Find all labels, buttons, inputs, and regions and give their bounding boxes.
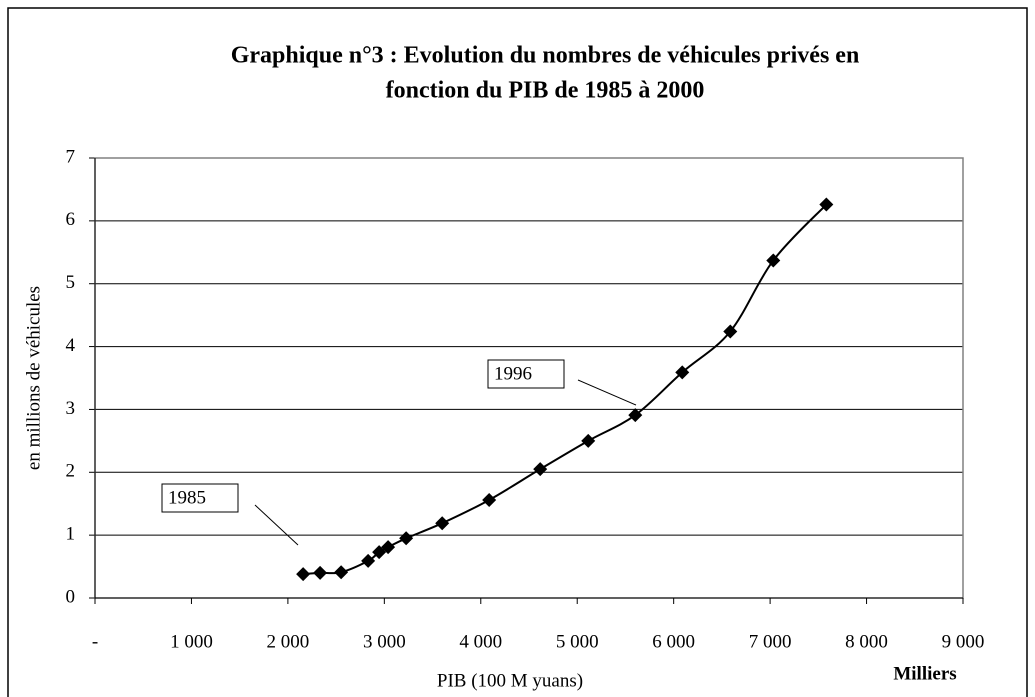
annotation-box	[161, 483, 239, 513]
y-axis-label: en millions de véhicules	[23, 286, 44, 470]
series-line	[303, 203, 828, 576]
y-tick-label: 0	[66, 586, 76, 607]
y-tick-label: 3	[66, 398, 76, 419]
x-tick-label: 5 000	[556, 631, 599, 652]
x-tick-label: 7 000	[749, 631, 792, 652]
point	[723, 324, 738, 339]
x-tick-label: 8 000	[845, 631, 888, 652]
point	[819, 197, 834, 212]
point	[482, 492, 497, 507]
annotation: 1996	[494, 363, 532, 384]
annotation-box	[487, 359, 565, 389]
x-tick-label: 4 000	[459, 631, 502, 652]
point	[334, 565, 349, 580]
y-tick-label: 5	[66, 272, 76, 293]
point	[628, 408, 643, 423]
point	[581, 433, 596, 448]
point	[435, 516, 450, 531]
x-tick-label: -	[92, 631, 98, 652]
annotation-leader	[254, 504, 299, 546]
point	[533, 462, 548, 477]
y-tick-label: 2	[66, 461, 76, 482]
x-axis-label: PIB (100 M yuans)	[437, 670, 583, 691]
x-tick-label: 1 000	[170, 631, 213, 652]
point	[766, 253, 781, 268]
annotation: 1985	[168, 487, 206, 508]
y-tick-label: 4	[66, 335, 76, 356]
y-tick-label: 6	[66, 209, 76, 230]
annotation-leader	[577, 379, 637, 406]
chart-border	[7, 7, 1028, 697]
x-axis-unit: Milliers	[893, 663, 956, 684]
point	[381, 540, 396, 555]
point	[361, 553, 376, 568]
x-tick-label: 3 000	[363, 631, 406, 652]
x-tick-label: 6 000	[652, 631, 695, 652]
y-tick-label: 7	[66, 146, 76, 167]
x-tick-label: 9 000	[942, 631, 985, 652]
chart-title: Graphique n°3 : Evolution du nombres de …	[231, 43, 860, 69]
point	[399, 531, 414, 546]
point	[313, 565, 328, 580]
point	[675, 365, 690, 380]
chart-title: fonction du PIB de 1985 à 2000	[386, 78, 705, 104]
y-tick-label: 1	[66, 524, 76, 545]
x-tick-label: 2 000	[267, 631, 310, 652]
point	[296, 567, 311, 582]
